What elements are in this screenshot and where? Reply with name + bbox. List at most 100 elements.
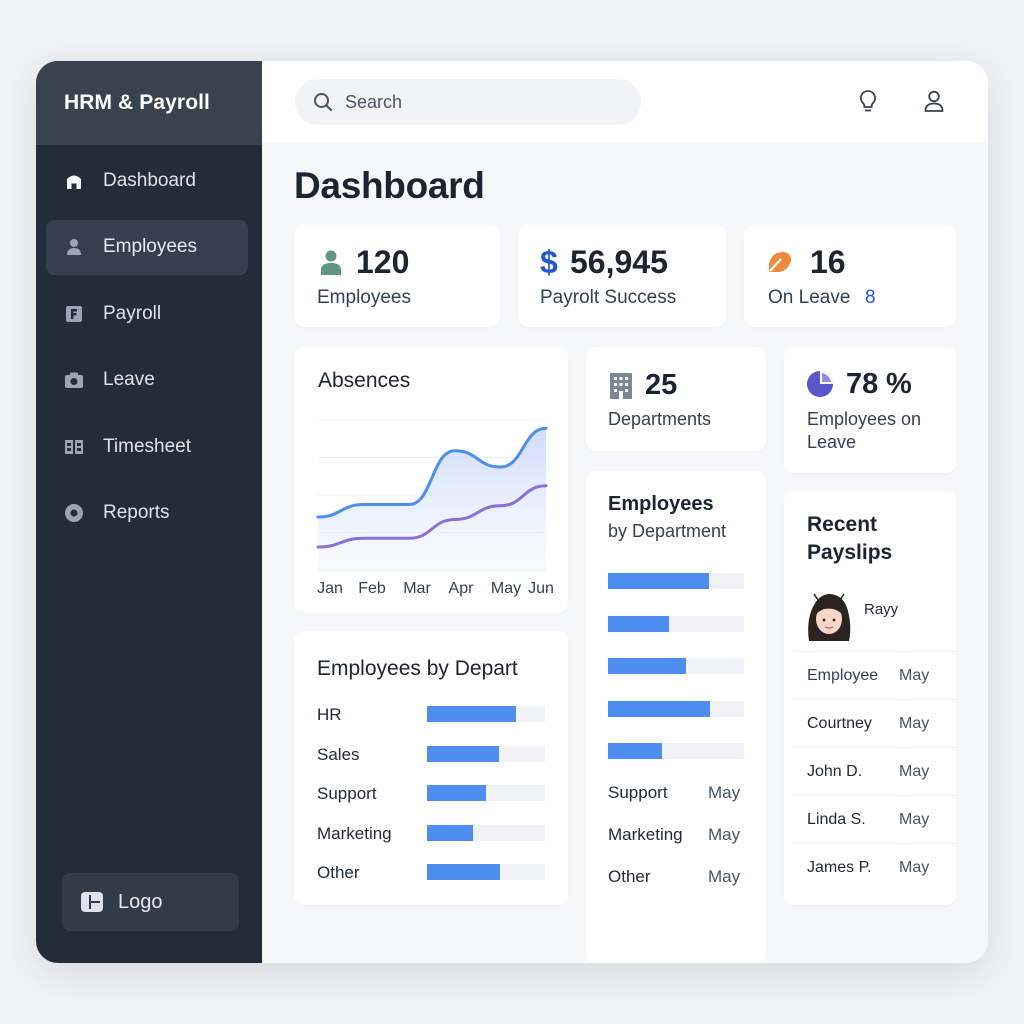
stat-value: 16 [810, 244, 846, 280]
absences-title: Absences [318, 369, 411, 392]
page-title: Dashboard [294, 165, 485, 206]
logo-label: Logo [118, 890, 163, 913]
bar [427, 864, 501, 880]
bar-label: HR [317, 705, 342, 724]
sidebar-item-payroll[interactable]: Payroll [46, 286, 248, 341]
absences-card: Absences Jan Feb Mar Apr May Jun [294, 347, 568, 613]
avatar[interactable] [806, 589, 852, 648]
bar-label: Marketing [317, 823, 392, 843]
user-icon [64, 237, 84, 257]
sidebar-item-timesheet[interactable]: Timesheet [46, 419, 248, 474]
bar [608, 573, 709, 589]
absences-chart: Jan Feb Mar Apr May Jun [316, 419, 554, 597]
bar-track [608, 743, 744, 759]
table-row[interactable]: James P. May [792, 843, 956, 891]
payslips-column-employee: Employee [807, 666, 879, 684]
sidebar-item-dashboard[interactable]: Dashboard [46, 153, 248, 208]
bar [427, 706, 516, 722]
bar [427, 824, 474, 841]
bar-track [427, 785, 545, 801]
bar [608, 658, 686, 674]
payslips-header-row: Employee May [792, 651, 956, 699]
logo-button[interactable]: Logo [62, 873, 239, 931]
bar-track [427, 745, 545, 762]
stat-card-on-leave[interactable]: 16 On Leave 8 [744, 225, 956, 327]
search-box[interactable] [295, 79, 641, 125]
x-tick-label: May [491, 580, 521, 597]
sidebar-item-reports[interactable]: Reports [46, 486, 248, 541]
payslips-column-month: May [899, 666, 930, 684]
x-tick-label: Jun [528, 580, 554, 597]
search-input[interactable] [345, 91, 605, 113]
bar-row: Sales [317, 745, 547, 765]
dept-chart-left-bars: HR Sales Support Marketing Other [317, 705, 547, 895]
table-row[interactable]: John D. May [792, 747, 956, 795]
dept-row-name: Other [608, 867, 651, 886]
stat-label: Payrolt Success [540, 287, 677, 308]
sidebar-item-label: Dashboard [103, 169, 196, 191]
stat-card-departments[interactable]: 25 Departments [586, 347, 766, 451]
pie-chart-icon [806, 370, 834, 403]
stat-card-payroll[interactable]: $ 56,945 Payrolt Success [518, 225, 726, 327]
person-icon [320, 249, 342, 280]
stat-card-employees[interactable]: 120 Employees [294, 225, 500, 327]
stat-value: 78 [846, 368, 879, 400]
bar [608, 700, 710, 717]
bar-track [427, 706, 545, 722]
logo-icon [80, 890, 104, 914]
stat-card-leave-percent[interactable]: 78 % Employees on Leave [784, 347, 956, 473]
stat-unit: % [886, 368, 912, 400]
bar-row: Other [317, 863, 547, 883]
top-header [262, 61, 988, 142]
sidebar-item-label: Timesheet [103, 435, 191, 457]
bar-track [608, 573, 744, 589]
bar-track [608, 658, 744, 674]
user-icon[interactable] [922, 89, 946, 113]
table-row[interactable]: Linda S. May [792, 795, 956, 843]
sidebar-item-employees[interactable]: Employees [46, 219, 248, 275]
recent-payslips-card: Recent Payslips Rayy Employee May Courtn… [784, 491, 956, 905]
payslips-title: Recent [807, 513, 878, 536]
absences-series-line [316, 426, 548, 519]
payslip-employee-name: Courtney [807, 714, 872, 732]
sidebar-item-label: Reports [103, 502, 170, 523]
camera-icon [64, 370, 84, 390]
sidebar-item-label: Payroll [103, 302, 162, 324]
dept-row-month: May [708, 867, 741, 886]
disc-icon [64, 503, 84, 523]
sidebar-item-leave[interactable]: Leave [46, 353, 248, 408]
stat-label: Employees [317, 287, 411, 308]
payslip-month: May [899, 762, 930, 780]
lightbulb-icon[interactable] [856, 89, 880, 113]
absences-series-line [316, 484, 548, 549]
bar-track [427, 824, 545, 841]
dept-row-month: May [708, 825, 741, 844]
payslip-user-name: Rayy [864, 601, 899, 618]
payslip-employee-name: Linda S. [807, 810, 866, 828]
payslip-employee-name: John D. [807, 762, 863, 780]
sidebar-item-label: Leave [103, 369, 155, 390]
stat-label: On Leave [768, 287, 851, 308]
payslip-month: May [899, 714, 930, 732]
dept-chart-mid-subtitle: by Department [608, 521, 727, 541]
dept-chart-mid-title: Employees [608, 493, 714, 515]
absences-area [318, 428, 546, 572]
bar-label: Support [317, 784, 377, 803]
stat-value: 120 [356, 244, 410, 280]
stat-value: 25 [645, 369, 678, 401]
app-window: HRM & Payroll Dashboard Employees Payrol… [36, 61, 988, 963]
bar-label: Sales [317, 744, 360, 764]
bar-track [608, 700, 744, 717]
bar [427, 785, 486, 801]
dept-chart-mid-card: Employees by Department Support May Market… [586, 471, 766, 963]
bar-track [427, 864, 545, 880]
table-row[interactable]: Courtney May [792, 699, 956, 747]
grid-icon [64, 437, 84, 457]
bar [427, 745, 499, 762]
dept-chart-left-card: Employees by Depart HR Sales Support Market… [294, 631, 568, 905]
bar-row: HR [317, 705, 547, 725]
x-tick-label: Feb [358, 580, 386, 597]
bar [608, 615, 670, 632]
sidebar: HRM & Payroll Dashboard Employees Payrol… [36, 61, 262, 963]
payslip-month: May [899, 810, 930, 828]
